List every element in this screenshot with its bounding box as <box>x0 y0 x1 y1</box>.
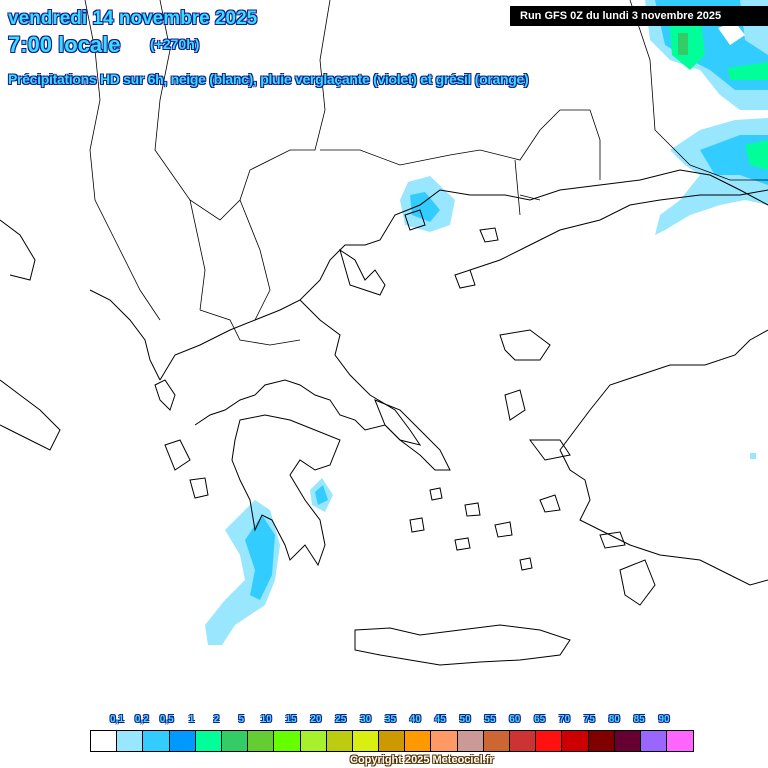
cyclades-1 <box>429 487 443 501</box>
map-subtitle: Précipitations HD sur 6h, neige (blanc),… <box>8 71 529 87</box>
legend-label: 55 <box>484 714 496 725</box>
run-info: Run GFS 0Z du lundi 3 novembre 2025 <box>510 6 768 26</box>
legend-label: 45 <box>434 714 446 725</box>
legend-swatch <box>431 731 458 751</box>
forecast-time: 7:00 locale <box>8 32 121 57</box>
legend-swatch <box>405 731 432 751</box>
island-evia <box>374 399 451 471</box>
coast-peloponnese <box>231 414 341 567</box>
dodecanese <box>519 494 626 571</box>
borders <box>84 0 768 346</box>
legend-swatch <box>300 731 327 751</box>
legend-label: 75 <box>583 714 595 725</box>
legend-swatch <box>143 731 170 751</box>
precip-dot <box>750 453 756 459</box>
legend-swatch <box>614 731 641 751</box>
legend-label: 25 <box>335 714 347 725</box>
precipitation-areas <box>205 0 768 645</box>
precip-east-green <box>745 140 768 170</box>
legend-swatch <box>352 731 380 751</box>
legend-swatch <box>195 731 222 751</box>
legend-label: 0,5 <box>159 714 174 725</box>
legend-swatch <box>221 731 249 751</box>
legend-label: 35 <box>384 714 397 725</box>
legend-label: 30 <box>360 714 372 725</box>
legend-swatch <box>562 731 589 751</box>
island-corfu <box>154 379 176 411</box>
island-lemnos <box>479 227 499 243</box>
legend-label: 60 <box>509 714 521 725</box>
legend-label: 65 <box>534 714 546 725</box>
legend-swatch <box>274 731 301 751</box>
cyclades-4 <box>454 537 471 551</box>
cyclades-3 <box>494 521 513 538</box>
coastlines-and-borders <box>0 0 768 666</box>
legend-label: 20 <box>310 714 322 725</box>
legend-swatch <box>536 731 563 751</box>
legend-swatch <box>379 731 406 751</box>
legend-label: 1 <box>188 714 195 725</box>
legend-label: 80 <box>608 714 620 725</box>
legend-label: 0,1 <box>110 714 124 725</box>
legend-label: 70 <box>558 714 571 725</box>
legend-swatch <box>117 731 144 751</box>
legend-swatch <box>248 731 275 751</box>
cyclades-5 <box>409 517 425 533</box>
legend-swatch <box>510 731 537 751</box>
precip-ne-dark <box>678 33 688 55</box>
coast-albania <box>0 219 161 381</box>
legend-label: 0,2 <box>134 714 149 725</box>
coast-crete <box>354 624 571 666</box>
island-chios <box>504 389 526 421</box>
legend-swatch <box>169 731 196 751</box>
legend-swatch <box>588 731 615 751</box>
coast-turkey <box>469 189 768 586</box>
coast-aegean-west <box>194 299 422 446</box>
chalkidiki <box>339 248 386 296</box>
precip-argolis-mid <box>315 485 328 505</box>
island-zakynthos <box>189 477 209 499</box>
coast-italy <box>0 379 61 451</box>
island-samos <box>529 439 571 461</box>
island-samothrace <box>454 269 476 289</box>
legend-label: 2 <box>213 714 220 725</box>
legend-label: 40 <box>409 714 421 725</box>
coast-mainland <box>159 169 768 381</box>
legend-label: 50 <box>459 714 471 725</box>
legend-swatch <box>457 731 484 751</box>
color-scale-legend <box>90 730 695 752</box>
legend-label: 5 <box>238 714 245 725</box>
copyright: Copyright 2025 Meteociel.fr <box>350 754 494 766</box>
precip-ne-snow <box>718 22 745 45</box>
legend-label: 85 <box>633 714 645 725</box>
legend-swatch <box>667 731 694 751</box>
island-rhodes <box>619 559 656 606</box>
cyclades-2 <box>464 502 481 517</box>
legend-swatch <box>326 731 353 751</box>
forecast-date: vendredi 14 novembre 2025 <box>8 8 258 29</box>
precip-ne-green2 <box>728 62 768 80</box>
legend-swatch <box>483 731 510 751</box>
legend-swatch <box>640 731 668 751</box>
island-kefalonia <box>164 439 191 471</box>
island-lesbos <box>499 329 551 361</box>
legend-label: 10 <box>260 714 272 725</box>
precip-thrace-mid <box>410 192 440 222</box>
legend-label: 90 <box>658 714 670 725</box>
legend-label: 15 <box>285 714 297 725</box>
lead-time: (+270h) <box>150 36 200 52</box>
island-thasos <box>404 209 426 231</box>
legend-swatch <box>91 731 118 751</box>
precip-pel-mid <box>245 515 275 600</box>
